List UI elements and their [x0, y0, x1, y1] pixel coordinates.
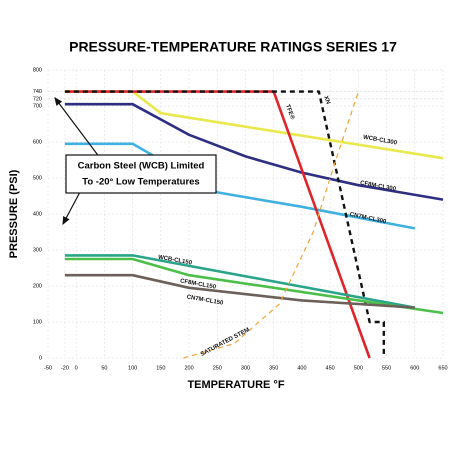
x-tick-label: 0 [75, 365, 78, 371]
y-tick-label: 700 [33, 103, 42, 109]
annotation-box [65, 154, 217, 194]
y-tick-label: 400 [33, 211, 42, 217]
series-label: CF8M-CL300 [359, 180, 396, 192]
chart-title: PRESSURE-TEMPERATURE RATINGS SERIES 17 [69, 39, 397, 55]
series-label: CN7M-CL150 [186, 294, 224, 306]
y-tick-label: 0 [39, 355, 42, 361]
annotation-text: Carbon Steel (WCB) Limited [78, 161, 205, 172]
x-tick-label: 650 [438, 365, 447, 371]
series-line [64, 90, 385, 358]
series-label: WCB-CL150 [157, 255, 193, 267]
arrow [54, 97, 101, 159]
arrow [62, 191, 81, 226]
y-tick-label: 300 [33, 247, 42, 253]
series-label: SATURATED STEM [200, 327, 251, 358]
series-line [183, 91, 359, 359]
y-tick-label: 200 [33, 283, 42, 289]
x-tick-label: -50 [44, 365, 52, 371]
y-tick-label: 720 [33, 96, 42, 102]
x-tick-label: 600 [410, 365, 419, 371]
series-label: WCB-CL300 [362, 135, 398, 147]
series-label: TFE® [284, 103, 296, 121]
series-line [64, 254, 416, 309]
series-line [64, 102, 444, 201]
x-tick-label: 200 [184, 365, 193, 371]
x-tick-label: -20 [61, 365, 69, 371]
y-tick-label: 100 [33, 319, 42, 325]
x-tick-label: 500 [354, 365, 363, 371]
x-axis-label: TEMPERATURE °F [187, 379, 284, 391]
x-tick-label: 400 [297, 365, 306, 371]
y-tick-label: 740 [33, 89, 42, 95]
x-tick-label: 150 [156, 365, 165, 371]
series-line [64, 273, 415, 309]
series-line [64, 257, 444, 315]
series-line [64, 90, 444, 160]
y-tick-label: 500 [33, 175, 42, 181]
x-tick-label: 300 [241, 365, 250, 371]
series-label: XN [322, 95, 330, 105]
y-axis-label: PRESSURE (PSI) [8, 169, 20, 258]
x-tick-label: 100 [128, 365, 137, 371]
x-tick-label: 550 [382, 365, 391, 371]
x-tick-label: 50 [101, 365, 107, 371]
annotation: Carbon Steel (WCB) Limited To -20° Low T… [54, 97, 217, 226]
y-tick-label: 600 [33, 139, 42, 145]
x-tick-label: 450 [326, 365, 335, 371]
x-tick-label: 250 [213, 365, 222, 371]
y-tick-label: 800 [33, 67, 42, 73]
annotation-text: To -20° Low Temperatures [82, 177, 199, 188]
x-tick-label: 350 [269, 365, 278, 371]
